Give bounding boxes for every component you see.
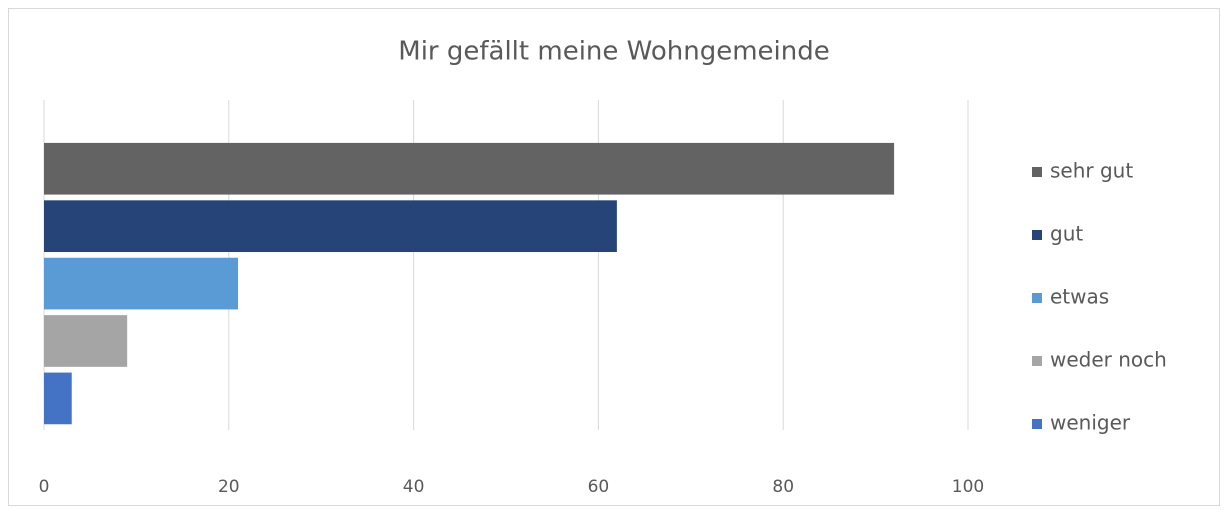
legend-swatch xyxy=(1032,167,1042,177)
legend-swatch xyxy=(1032,230,1042,240)
chart-title: Mir gefällt meine Wohngemeinde xyxy=(398,37,829,67)
x-tick-label: 80 xyxy=(772,477,794,497)
x-tick-label: 0 xyxy=(39,477,50,497)
bar xyxy=(44,372,72,425)
legend-swatch xyxy=(1032,356,1042,366)
bar xyxy=(44,142,895,195)
bar xyxy=(44,257,239,310)
legend-swatch xyxy=(1032,419,1042,429)
x-tick-label: 100 xyxy=(952,477,984,497)
legend-label: etwas xyxy=(1050,285,1109,309)
bar xyxy=(44,315,128,367)
legend-label: weder noch xyxy=(1050,348,1167,372)
x-tick-label: 20 xyxy=(218,477,240,497)
x-tick-label: 40 xyxy=(403,477,425,497)
legend-label: sehr gut xyxy=(1050,159,1133,183)
legend-label: weniger xyxy=(1050,411,1131,435)
legend-label: gut xyxy=(1050,222,1083,246)
chart-border xyxy=(8,8,1220,506)
legend-swatch xyxy=(1032,293,1042,303)
x-tick-label: 60 xyxy=(588,477,610,497)
bar xyxy=(44,200,617,252)
